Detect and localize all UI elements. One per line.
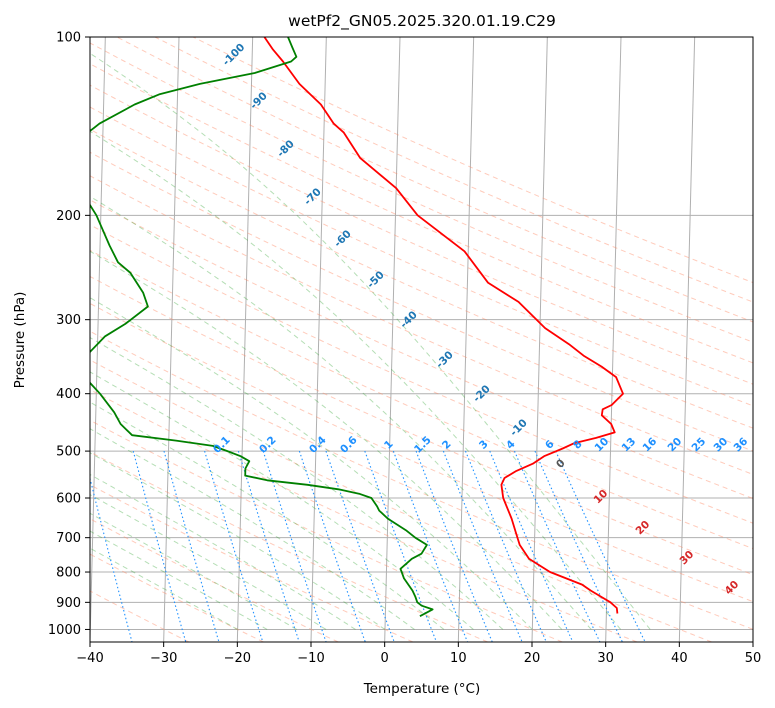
moist-adiabat [90,401,445,630]
isotherm-line [531,37,548,642]
sounding-series [90,37,624,617]
dry-adiabat [90,359,712,642]
dry-adiabat [90,63,753,364]
dry-adiabat [90,224,753,524]
isotherm-line [457,37,475,642]
chart-title: wetPf2_GN05.2025.320.01.19.C29 [288,12,556,31]
mixing-ratio-line [163,450,220,642]
x-tick-label: −40 [76,651,103,666]
isotherm-line [236,37,254,642]
isotherm-line [90,37,106,642]
plot-area [90,37,753,642]
plot-frame [89,36,754,643]
x-tick-label: 0 [381,651,389,666]
x-tick-label: 20 [524,651,541,666]
moist-adiabat [90,297,533,630]
x-tick-label: 40 [671,651,688,666]
y-tick-label: 500 [56,445,81,460]
x-tick-label: 50 [745,651,762,666]
moist-adiabat [90,195,592,630]
dry-adiabat [90,590,190,642]
mixing-ratio-line [90,476,133,642]
y-axis-label: Pressure (hPa) [12,292,28,389]
x-tick-label: 10 [450,651,467,666]
moist-adiabat [90,512,297,630]
mixing-ratio-line [442,450,523,642]
dewpoint-line [90,37,434,617]
x-axis-label: Temperature (°C) [363,681,481,697]
dry-adiabat [90,249,753,550]
moist-adiabat [90,494,327,630]
x-tick-label: 30 [597,651,614,666]
dry-adiabat [90,275,753,576]
dry-adiabat [90,151,753,452]
x-tick-label: −20 [224,651,251,666]
dry-adiabat [90,175,753,475]
moist-adiabat [90,371,474,630]
axes: −40 −30 −20 −10 0 10 20 30 40 50 100 200 300 400 500 60… [48,31,761,667]
x-tick-label: −30 [150,651,177,666]
mixing-ratio-line [415,450,493,642]
x-tick-label: −10 [297,651,324,666]
mixing-ratio-line [555,450,646,642]
y-tick-label: 900 [56,596,81,611]
mixing-ratio-line [262,450,327,642]
dry-adiabat [90,330,753,630]
moist-adiabat [90,452,386,630]
y-tick-label: 400 [56,387,81,402]
isotherm-line [678,37,696,642]
grid-lines [90,37,753,642]
y-tick-label: 200 [56,209,81,224]
isotherm-line [163,37,180,642]
dry-adiabat [90,199,753,500]
moist-adiabat [90,428,415,630]
temperature-line [263,37,624,614]
y-tick-label: 300 [56,313,81,328]
isotherm-line [310,37,327,642]
isotherm-line [384,37,401,642]
mixing-ratio-line [237,450,300,642]
isotherm-line [605,37,622,642]
dry-adiabat [90,389,638,642]
dry-adiabats [90,37,753,642]
y-tick-label: 100 [56,31,81,46]
dry-adiabat [154,37,753,303]
y-tick-label: 700 [56,531,81,546]
y-tick-label: 800 [56,566,81,581]
mixing-ratio-line [204,450,264,642]
y-tick-label: 1000 [48,623,81,638]
dry-adiabat [90,106,753,407]
moist-adiabat [90,530,268,630]
dry-adiabat [90,484,414,642]
mixing-ratio-line [298,450,366,642]
mixing-ratio-line [132,450,187,642]
dry-adiabat [90,302,753,603]
mixing-ratio-line [392,450,469,642]
y-tick-label: 600 [56,492,81,507]
